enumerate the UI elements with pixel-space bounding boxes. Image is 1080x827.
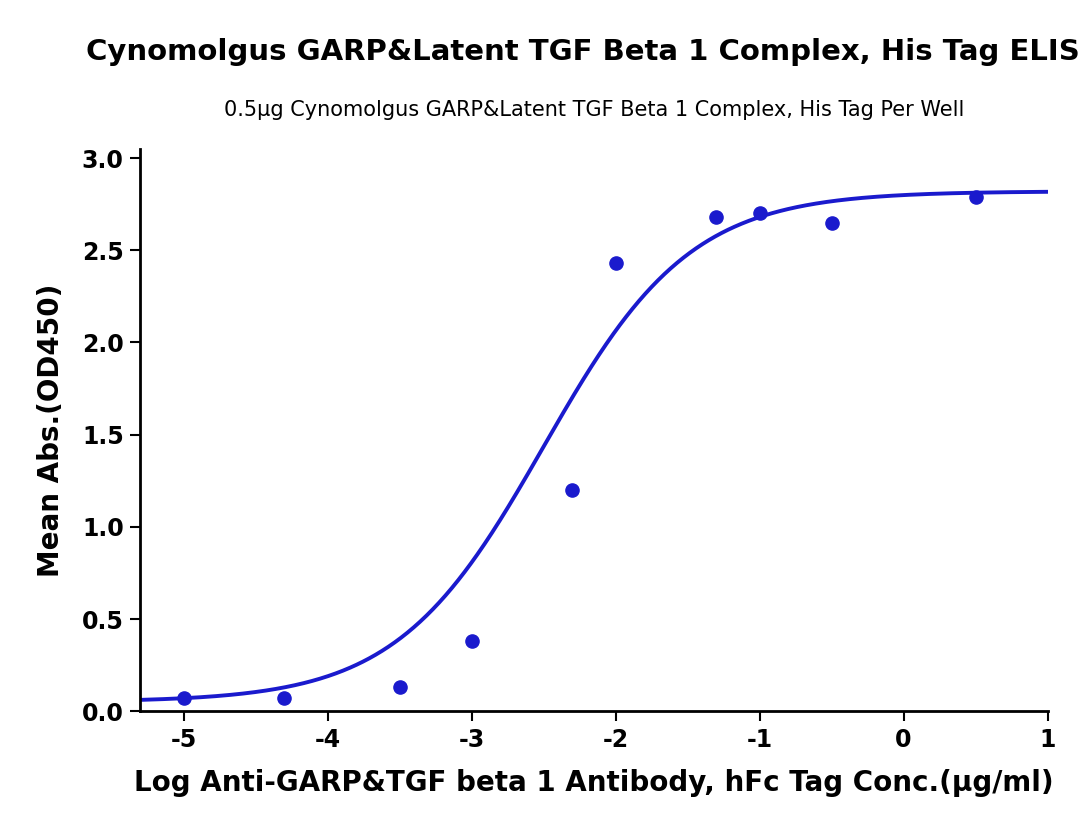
Point — [275, 691, 293, 705]
X-axis label: Log Anti-GARP&TGF beta 1 Antibody, hFc Tag Conc.(μg/ml): Log Anti-GARP&TGF beta 1 Antibody, hFc T… — [134, 768, 1054, 796]
Point — [607, 256, 624, 270]
Point — [175, 691, 192, 705]
Point — [707, 210, 725, 223]
Point — [751, 207, 768, 220]
Point — [391, 681, 408, 694]
Point — [564, 483, 581, 496]
Point — [823, 216, 840, 229]
Text: 0.5μg Cynomolgus GARP&Latent TGF Beta 1 Complex, His Tag Per Well: 0.5μg Cynomolgus GARP&Latent TGF Beta 1 … — [224, 100, 964, 120]
Point — [967, 190, 984, 203]
Y-axis label: Mean Abs.(OD450): Mean Abs.(OD450) — [37, 284, 65, 576]
Text: Cynomolgus GARP&Latent TGF Beta 1 Complex, His Tag ELISA: Cynomolgus GARP&Latent TGF Beta 1 Comple… — [86, 38, 1080, 66]
Point — [463, 634, 481, 648]
